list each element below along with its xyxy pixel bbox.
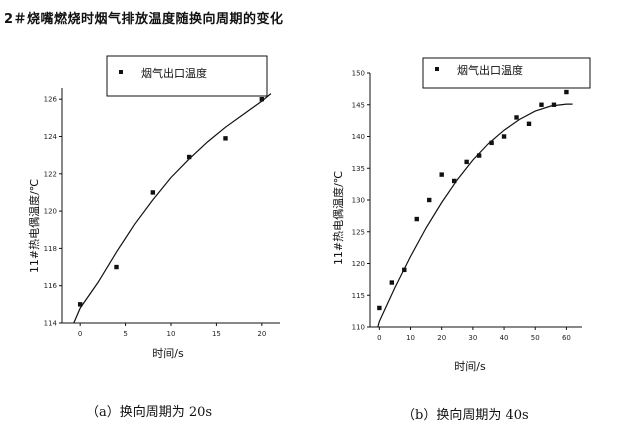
fit-curve [377, 103, 573, 328]
y-tick-label: 110 [352, 324, 365, 332]
caption-a: （a）换向周期为 20s [86, 405, 213, 420]
y-tick-label: 145 [352, 101, 365, 109]
x-tick-label: 10 [406, 334, 415, 342]
data-point [114, 264, 119, 270]
data-point [259, 96, 265, 102]
data-point [389, 280, 395, 285]
data-point [186, 154, 192, 160]
data-point [514, 115, 519, 120]
y-tick-label: 115 [352, 292, 365, 300]
y-tick-label: 120 [44, 208, 57, 216]
data-point [150, 190, 156, 195]
x-axis-label: 时间/s [152, 347, 184, 360]
x-axis-label: 时间/s [454, 360, 486, 373]
data-point [501, 134, 507, 139]
caption-b: （b）换向周期为 40s [402, 408, 529, 423]
legend-marker [119, 70, 123, 74]
data-point [223, 136, 228, 141]
data-point [451, 178, 457, 184]
y-axis-label: 11#热电偶温度/℃ [331, 171, 345, 265]
y-tick-label: 135 [352, 165, 365, 173]
y-tick-label: 126 [44, 96, 58, 104]
legend-box [422, 57, 591, 89]
data-point [564, 89, 569, 95]
x-tick-label: 0 [377, 334, 381, 342]
x-tick-label: 50 [531, 334, 540, 342]
y-tick-label: 114 [44, 320, 58, 328]
y-tick-label: 118 [44, 245, 57, 253]
y-tick-label: 116 [44, 282, 58, 290]
y-tick-label: 124 [44, 133, 58, 141]
x-tick-label: 20 [437, 334, 446, 342]
y-axis-label: 11#热电偶温度/℃ [27, 179, 41, 273]
chart-b: 烟气出口温度 0 10 20 30 40 50 60 110 115 120 125 130 135 140… [331, 57, 591, 373]
data-point [464, 159, 469, 165]
data-point [377, 305, 382, 311]
data-point [414, 216, 419, 222]
data-point [439, 172, 444, 177]
data-point [476, 153, 482, 158]
x-tick-label: 60 [562, 334, 571, 342]
chart-a: 烟气出口温度 0 5 10 15 20 114 116 118 120 122 124 126 时间/s 1… [27, 55, 280, 360]
legend-label: 烟气出口温度 [457, 63, 523, 77]
x-tick-label: 10 [167, 330, 176, 338]
y-tick-label: 130 [352, 197, 365, 205]
data-point [489, 140, 494, 146]
y-tick-label: 140 [352, 133, 365, 141]
y-tick-label: 120 [352, 260, 365, 268]
x-tick-label: 15 [212, 330, 221, 338]
x-tick-label: 40 [500, 334, 509, 342]
data-point [77, 302, 83, 307]
fit-curve [73, 93, 272, 324]
legend-box [106, 55, 268, 97]
y-tick-label: 122 [44, 170, 57, 178]
x-tick-label: 20 [257, 330, 266, 338]
y-tick-label: 150 [352, 70, 365, 78]
legend-marker [435, 67, 439, 71]
x-tick-label: 30 [468, 334, 477, 342]
x-tick-label: 0 [78, 330, 82, 338]
page-title: 2＃烧嘴燃烧时烟气排放温度随换向周期的变化 [4, 12, 284, 27]
data-point [402, 267, 407, 273]
y-tick-label: 125 [352, 228, 365, 236]
x-tick-label: 5 [123, 330, 127, 338]
data-point [526, 121, 532, 126]
data-point [539, 102, 544, 107]
legend-label: 烟气出口温度 [141, 66, 207, 80]
data-point [427, 197, 432, 203]
data-point [551, 102, 557, 107]
